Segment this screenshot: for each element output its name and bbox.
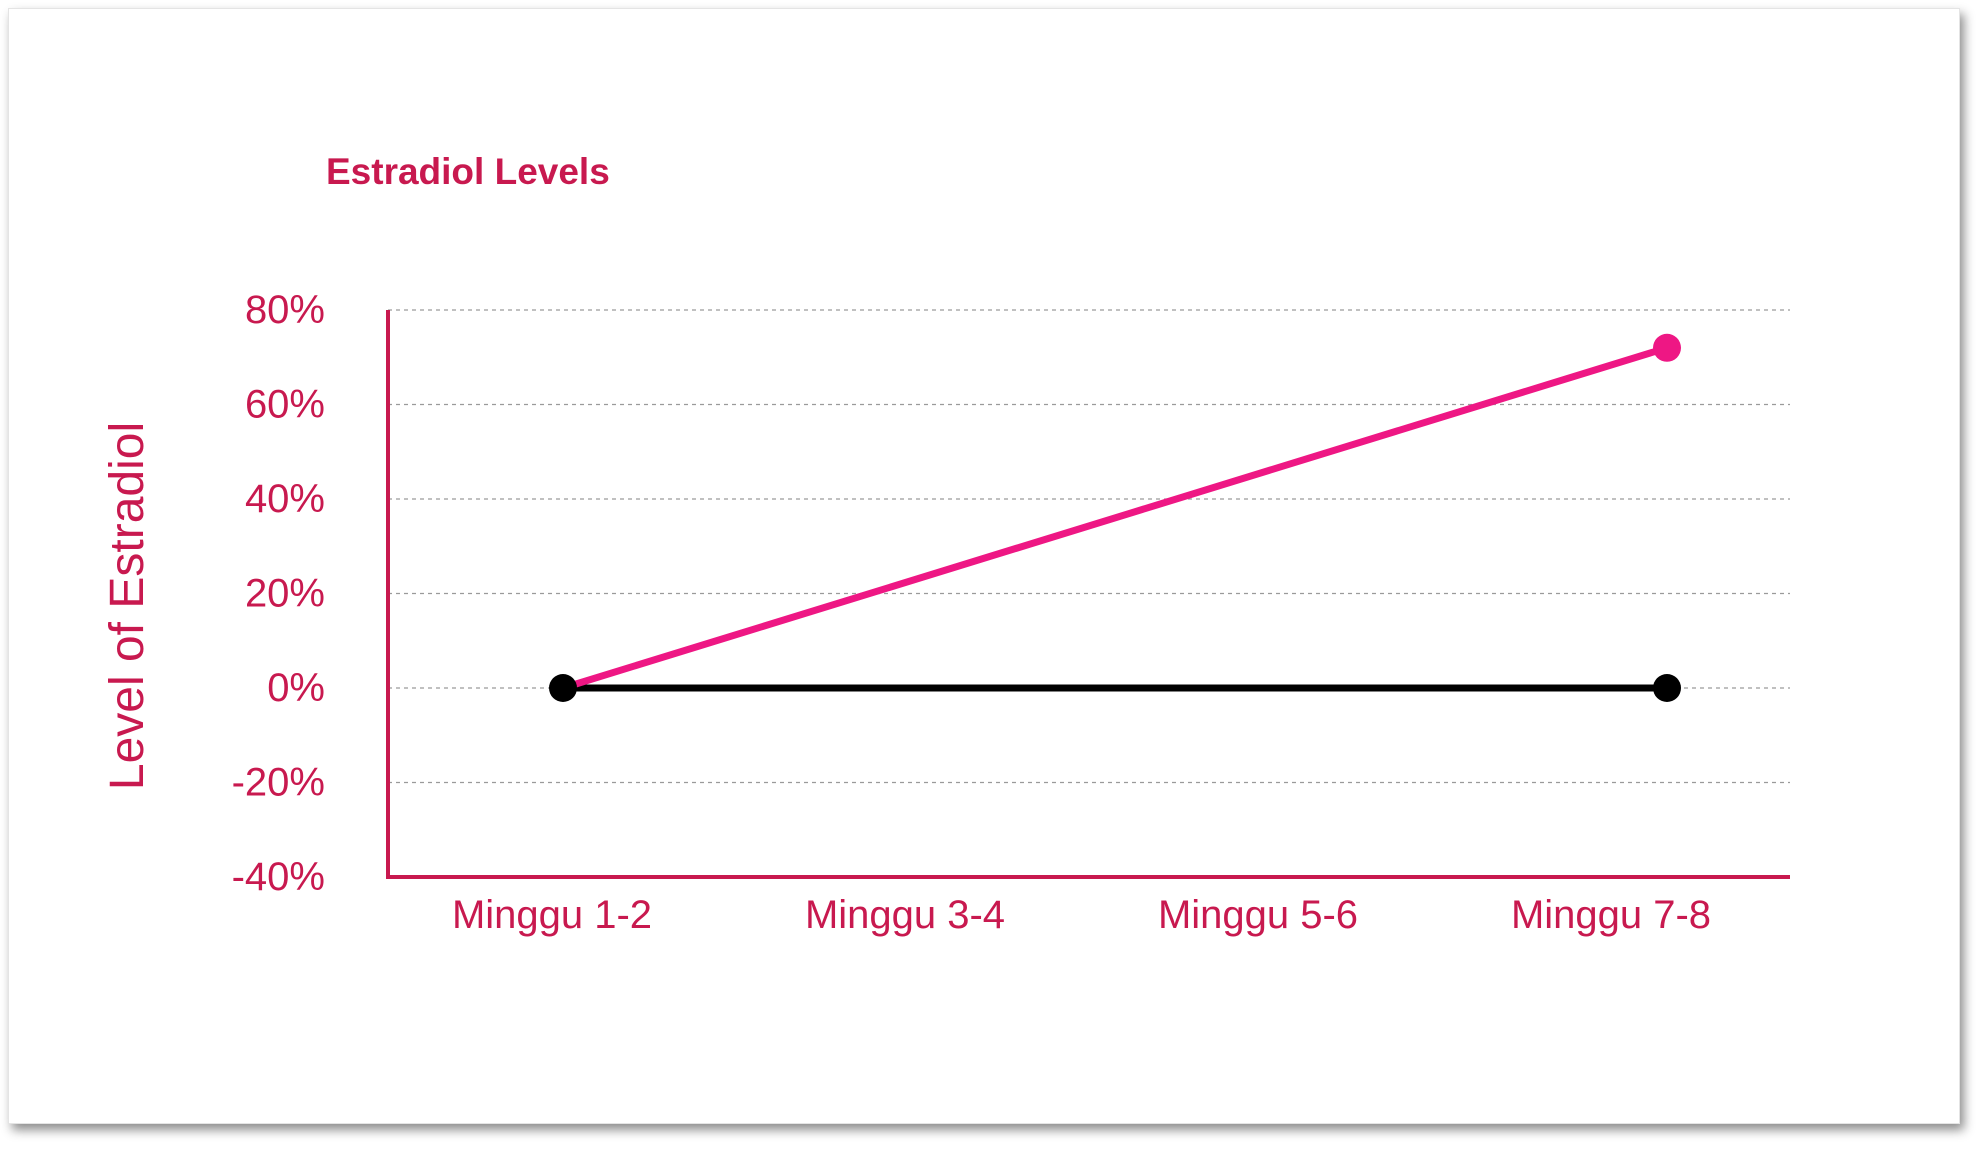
x-tick-label: Minggu 1-2 [452, 893, 652, 937]
axes [386, 310, 1790, 879]
series-layer [549, 333, 1681, 702]
x-tick-label: Minggu 3-4 [805, 893, 1005, 937]
x-tick-label: Minggu 7-8 [1511, 893, 1711, 937]
y-tick-label: -40% [232, 855, 325, 899]
gridlines [388, 309, 1790, 784]
data-point [549, 674, 577, 702]
y-tick-label: 0% [267, 666, 325, 710]
y-tick-label: -20% [232, 761, 325, 805]
y-tick-label: 40% [245, 477, 325, 521]
chart-title: Estradiol Levels [326, 151, 610, 192]
y-tick-labels: 80% 60% 40% 20% 0% -20% -40% [232, 288, 325, 899]
y-tick-label: 60% [245, 383, 325, 427]
y-tick-label: 80% [245, 288, 325, 332]
series-line [559, 344, 1671, 692]
data-point [1653, 333, 1681, 362]
x-tick-labels: Minggu 1-2 Minggu 3-4 Minggu 5-6 Minggu 7-8 [452, 893, 1711, 937]
chart-card [8, 8, 1960, 1124]
data-point [1653, 674, 1681, 702]
y-axis-label: Level of Estradiol [101, 422, 154, 790]
x-tick-label: Minggu 5-6 [1158, 893, 1358, 937]
y-tick-label: 20% [245, 572, 325, 616]
